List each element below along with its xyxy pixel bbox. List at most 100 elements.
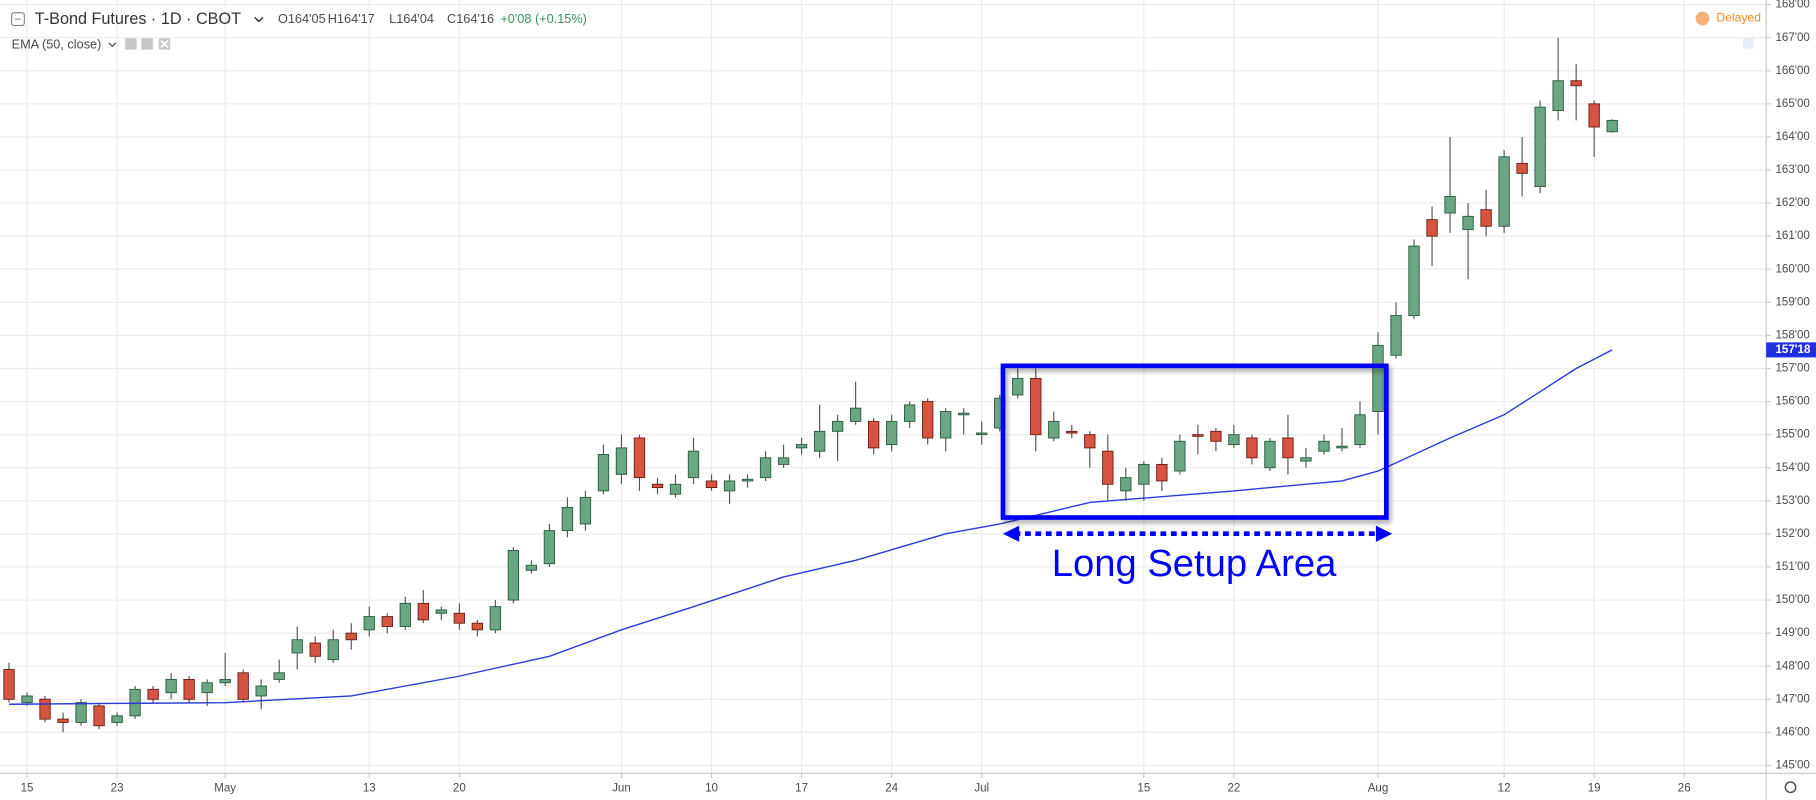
candle-body <box>1444 196 1456 214</box>
candle-body <box>1336 445 1348 449</box>
y-tick-label: 150'00 <box>1775 594 1809 606</box>
change: +0'08 (+0.15%) <box>500 11 587 26</box>
x-tick-label: 12 <box>1498 782 1511 794</box>
x-tick-label: Jul <box>974 782 989 794</box>
settings-icon[interactable] <box>1784 781 1797 794</box>
x-tick-label: Aug <box>1368 782 1389 794</box>
y-tick-label: 153'00 <box>1775 495 1809 507</box>
candle-body <box>1372 344 1384 412</box>
title-chevron[interactable] <box>254 16 264 23</box>
candle-body <box>579 497 592 525</box>
candle-body <box>255 685 267 697</box>
y-tick-label: 152'00 <box>1775 528 1809 540</box>
candle-body <box>129 688 141 717</box>
scale-icon[interactable] <box>1743 38 1754 49</box>
x-tick-label: 10 <box>705 782 718 794</box>
ohlc-open: O164'05 <box>278 11 326 26</box>
candle-body <box>1426 219 1438 237</box>
candle-body <box>417 602 429 621</box>
delayed-status: Delayed <box>1716 11 1761 25</box>
x-tick-label: 15 <box>1137 782 1150 794</box>
candle-body <box>922 401 934 439</box>
candle-body <box>1516 162 1528 174</box>
candle-body <box>1048 420 1060 439</box>
candle-body <box>741 478 754 482</box>
candle-body <box>327 639 339 661</box>
y-tick-label: 158'00 <box>1775 329 1809 341</box>
ohlc-low: L164'04 <box>389 11 434 26</box>
y-tick-label: 163'00 <box>1775 164 1809 176</box>
ohlc-high: H164'17 <box>328 11 375 26</box>
candle-body <box>849 407 862 422</box>
candle-body <box>219 678 231 684</box>
candle-body <box>507 549 520 601</box>
candle-body <box>399 602 411 627</box>
candle-body <box>1570 80 1582 87</box>
candle-body <box>111 715 123 723</box>
candle-body <box>669 483 682 495</box>
y-tick-label: 161'00 <box>1775 230 1809 242</box>
y-tick-label: 156'00 <box>1775 396 1809 408</box>
candle-body <box>1318 440 1330 452</box>
candle-body <box>1120 477 1132 492</box>
candle-body <box>453 612 466 624</box>
y-tick-label: 157'00 <box>1775 363 1809 375</box>
candle-body <box>1408 245 1420 317</box>
candle-body <box>1498 156 1510 227</box>
candle-body <box>291 639 303 654</box>
candle-body <box>237 672 249 700</box>
candle-body <box>1246 437 1258 459</box>
candle-body <box>958 412 970 416</box>
candle-body <box>1588 103 1600 128</box>
candle-body <box>21 695 33 704</box>
candle-body <box>1282 437 1294 459</box>
x-tick-label: May <box>214 782 236 794</box>
candle-body <box>1174 440 1186 472</box>
candle-body <box>1552 80 1564 111</box>
x-tick-label: 15 <box>21 782 34 794</box>
candle-body <box>940 411 952 439</box>
candle-body <box>867 420 880 449</box>
candle-body <box>1264 440 1276 469</box>
setup-arrow <box>1002 525 1393 542</box>
x-tick-label: 13 <box>363 782 376 794</box>
candle-body <box>1156 463 1168 482</box>
indicator-legend[interactable]: EMA (50, close) <box>12 37 102 52</box>
y-tick-label: 165'00 <box>1775 98 1809 110</box>
x-tick-label: 17 <box>795 782 808 794</box>
plot <box>3 37 1618 733</box>
symbol-title[interactable]: T-Bond Futures · 1D · CBOT <box>35 10 241 28</box>
candle-body <box>1354 414 1366 446</box>
candle-body <box>309 642 321 657</box>
indicator-eye[interactable] <box>125 38 137 50</box>
candle-body <box>759 457 772 479</box>
y-tick-label: 155'00 <box>1775 429 1809 441</box>
setup-box <box>1000 363 1389 520</box>
candle-body <box>597 454 610 492</box>
current-price-badge <box>1766 342 1816 358</box>
y-tick-label: 162'00 <box>1775 197 1809 209</box>
candle-body <box>201 682 213 694</box>
indicator-settings[interactable] <box>141 38 153 50</box>
indicator-chevron[interactable] <box>108 42 117 48</box>
candle-body <box>1084 434 1096 449</box>
candle-body <box>165 678 177 694</box>
collapse-icon[interactable] <box>11 12 25 27</box>
y-tick-label: 167'00 <box>1775 32 1809 44</box>
x-tick-label: 26 <box>1678 782 1691 794</box>
delayed-icon <box>1695 11 1710 26</box>
annotation-text: Long Setup Area <box>1052 542 1337 585</box>
candle-body <box>831 420 844 432</box>
candle-body <box>1138 463 1150 485</box>
x-tick-label: Jun <box>612 782 631 794</box>
candle-body <box>1300 457 1312 462</box>
candle-body <box>1210 430 1222 442</box>
candle-body <box>1228 434 1240 446</box>
candle-body <box>1390 315 1402 356</box>
y-tick-label: 146'00 <box>1775 726 1809 738</box>
ema-line <box>9 349 1613 705</box>
y-tick-label: 148'00 <box>1775 660 1809 672</box>
x-tick-label: 22 <box>1227 782 1240 794</box>
y-tick-label: 149'00 <box>1775 627 1809 639</box>
